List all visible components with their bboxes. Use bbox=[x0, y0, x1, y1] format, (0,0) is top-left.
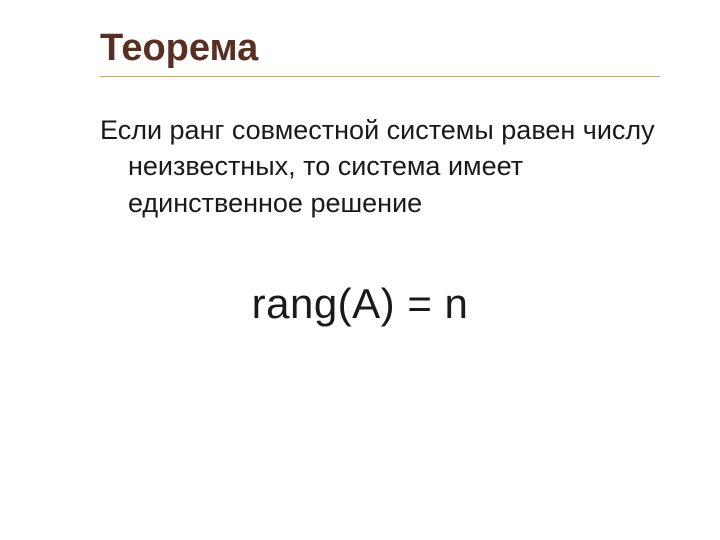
slide-title: Теорема bbox=[100, 28, 680, 70]
body-block: Если ранг совместной системы равен числу… bbox=[100, 112, 660, 221]
theorem-formula: rang(A) = n bbox=[252, 280, 469, 327]
title-underline bbox=[100, 76, 660, 78]
title-block: Теорема bbox=[100, 28, 680, 77]
theorem-statement: Если ранг совместной системы равен числу… bbox=[100, 112, 660, 221]
formula-block: rang(A) = n bbox=[0, 280, 720, 328]
slide: Теорема Если ранг совместной системы рав… bbox=[0, 0, 720, 540]
